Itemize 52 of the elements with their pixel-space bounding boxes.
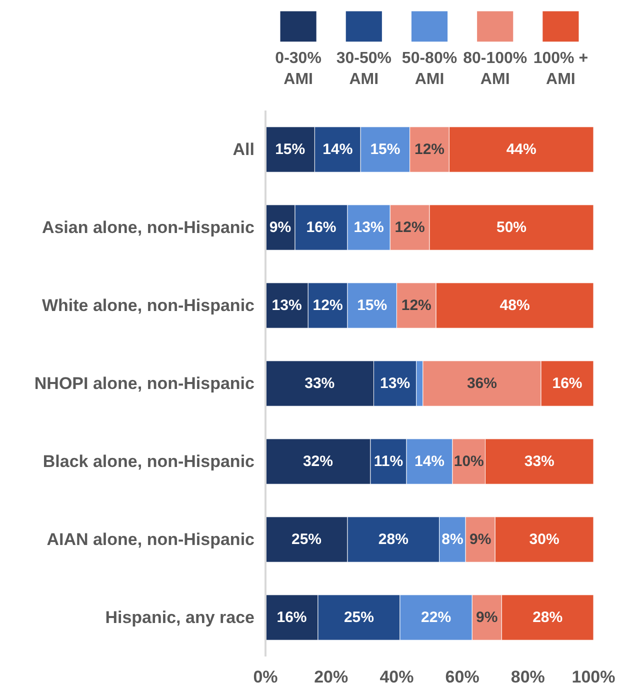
data-label: 13% xyxy=(380,375,410,392)
data-label: 22% xyxy=(421,609,452,626)
y-tick-label: Hispanic, any race xyxy=(105,608,255,627)
legend-label: 50-80% AMI xyxy=(402,50,458,88)
legend-label: 100% + AMI xyxy=(533,50,588,88)
x-tick-label: 20% xyxy=(314,668,348,686)
y-tick-label: Asian alone, non-Hispanic xyxy=(42,218,255,237)
legend-label: 80-100% AMI xyxy=(463,50,528,88)
data-label: 25% xyxy=(291,531,322,548)
data-label: 30% xyxy=(529,531,560,548)
data-label: 48% xyxy=(500,297,530,314)
data-label: 16% xyxy=(276,609,307,626)
y-tick-label: All xyxy=(232,140,255,159)
data-label: 12% xyxy=(312,297,343,314)
legend-label: 0-30% AMI xyxy=(275,50,322,88)
data-label: 12% xyxy=(414,141,445,158)
data-label: 8% xyxy=(442,531,464,548)
x-tick-label: 80% xyxy=(510,668,545,686)
data-label: 25% xyxy=(344,609,374,626)
data-label: 28% xyxy=(378,531,408,548)
data-label: 13% xyxy=(272,297,302,314)
x-tick-label: 100% xyxy=(572,668,616,686)
x-tick-label: 0% xyxy=(253,668,278,686)
data-label: 13% xyxy=(354,219,384,236)
data-label: 12% xyxy=(401,297,432,314)
data-label: 16% xyxy=(306,219,336,236)
y-tick-label: AIAN alone, non-Hispanic xyxy=(46,530,255,549)
data-label: 44% xyxy=(506,141,536,158)
y-tick-label: NHOPI alone, non-Hispanic xyxy=(34,374,255,393)
data-label: 33% xyxy=(304,375,335,392)
data-label: 14% xyxy=(322,141,353,158)
data-label: 10% xyxy=(454,453,484,470)
data-label: 50% xyxy=(496,219,527,236)
y-tick-label: White alone, non-Hispanic xyxy=(42,296,255,315)
data-label: 15% xyxy=(357,297,388,314)
data-label: 32% xyxy=(302,453,333,470)
data-label: 28% xyxy=(532,609,563,626)
data-label: 11% xyxy=(374,453,404,470)
data-label: 9% xyxy=(476,609,498,626)
data-label: 15% xyxy=(370,141,400,158)
x-tick-label: 60% xyxy=(445,668,480,686)
data-label: 12% xyxy=(394,219,425,236)
data-label: 14% xyxy=(414,453,445,470)
legend-label: 30-50% AMI xyxy=(336,50,392,88)
x-tick-label: 40% xyxy=(380,668,414,686)
data-label: 36% xyxy=(466,375,497,392)
data-label: 15% xyxy=(275,141,306,158)
data-label: 33% xyxy=(524,453,554,470)
y-tick-label: Black alone, non-Hispanic xyxy=(42,452,255,471)
data-label: 9% xyxy=(269,219,292,236)
data-label: 16% xyxy=(552,375,582,392)
data-label: 9% xyxy=(470,531,492,548)
